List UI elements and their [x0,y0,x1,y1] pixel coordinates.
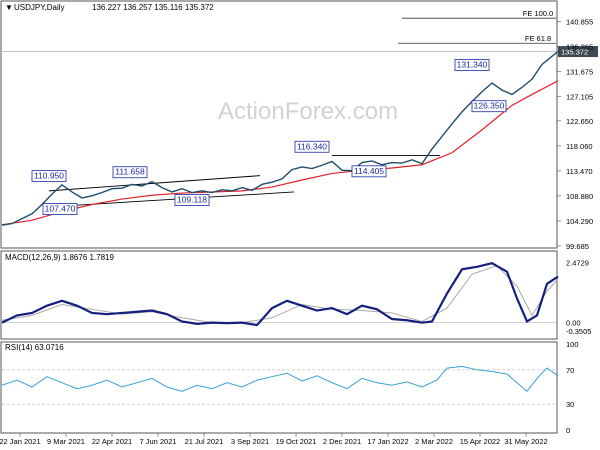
rsi-y-tick-label: 100 [566,340,579,349]
price-layer: FE 100.0 FE 61.8 135.372 110.950 107.470 111.… [1,9,598,226]
moving-average-line [1,80,559,226]
price-y-tick-label: 99.685 [566,242,589,251]
price-annotation-box [351,165,387,178]
macd-header: MACD(12,26,9) 1.8676 1.7819 [5,253,115,262]
price-annotation: 109.118 [177,195,207,205]
macd-y-tick-label: 0.00 [566,319,581,328]
x-tick-label: 3 Sep 2021 [231,437,269,446]
price-annotation: 111.658 [115,167,145,177]
price-y-tick-label: 136.265 [566,43,593,52]
price-annotation-box [42,203,78,215]
x-tick-label: 17 Jan 2022 [367,437,408,446]
price-y-tick-label: 118.060 [566,142,593,151]
price-annotation-box [174,194,210,206]
price-annotation-box [454,59,490,71]
rsi-y-tick-label: 70 [566,366,574,375]
rsi-layer [1,365,559,405]
price-annotation: 131.340 [457,60,488,70]
x-tick-label: 21 Jul 2021 [185,437,224,446]
macd-signal-line [1,265,559,324]
price-y-tick-label: 127.105 [566,93,593,102]
price-annotation: 110.950 [34,171,64,181]
watermark: ActionForex.com [218,98,398,125]
price-annotation: 114.405 [354,166,384,176]
x-tick-label: 22 Jan 2021 [0,437,41,446]
rsi-line [1,365,559,393]
price-y-tick-label: 104.290 [566,217,593,226]
price-y-tick-label: 140.855 [566,18,593,27]
macd-panel [0,250,558,340]
x-tick-label: 2 Dec 2021 [323,437,361,446]
price-annotation-box [112,166,148,179]
price-header-symbol: USDJPY,Daily [14,3,65,12]
last-price-box [558,46,598,58]
price-y-tick-label: 122.650 [566,117,593,126]
x-tick-label: 15 Apr 2022 [460,437,500,446]
price-annotation: 107.470 [45,204,76,214]
x-tick-label: 22 Apr 2021 [92,437,132,446]
price-header-ohlc: 136.227 136.257 135.116 135.372 [92,3,214,12]
x-tick-label: 7 Jun 2021 [139,437,176,446]
rsi-header: RSI(14) 63.0716 [5,343,64,352]
rsi-y-tick-label: 30 [566,400,574,409]
rsi-y-tick-label: 0 [566,426,570,435]
price-y-tick-label: 108.880 [566,192,593,201]
price-annotation-box [31,170,67,183]
x-tick-label: 9 Mar 2021 [47,437,85,446]
price-annotation-box [471,100,507,113]
axis-layer: 140.855 136.265 131.675 127.105 122.650 118.0… [0,18,593,446]
fe-level-label: FE 100.0 [523,9,553,18]
price-panel [0,0,558,249]
macd-y-tick-label: 2.4729 [566,259,589,268]
macd-main-line [1,262,559,327]
x-tick-label: 31 May 2022 [504,437,547,446]
rsi-panel [0,341,558,434]
price-annotation: 116.340 [297,141,327,151]
price-line [1,50,559,226]
price-y-tick-label: 131.675 [566,68,593,77]
macd-layer [1,262,559,327]
x-tick-label: 19 Oct 2021 [276,437,317,446]
fe-level-label: FE 61.8 [525,34,551,43]
price-annotation: 126.350 [474,101,505,111]
macd-y-tick-label: -0.3505 [566,327,591,336]
price-y-tick-label: 113.470 [566,167,593,176]
price-header-marker: ▼ [5,3,13,12]
last-price-label: 135.372 [561,48,588,57]
price-annotation-box [294,140,330,153]
x-tick-label: 2 Mar 2022 [415,437,453,446]
